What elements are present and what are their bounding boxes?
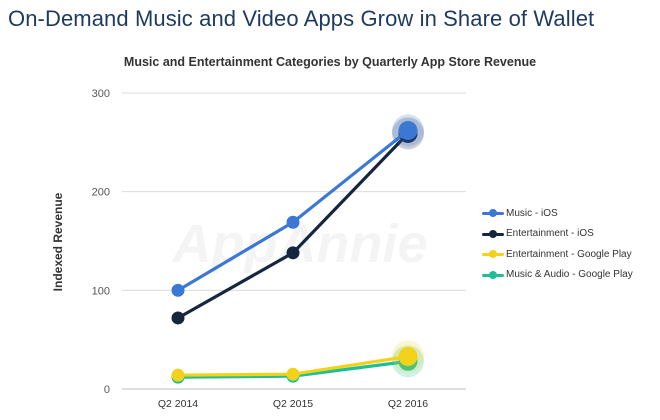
- data-point: [398, 346, 418, 366]
- legend-item: Music - iOS: [482, 203, 633, 224]
- data-point: [171, 283, 185, 297]
- legend-swatch: [482, 270, 504, 280]
- data-point: [286, 246, 300, 260]
- legend-item: Entertainment - iOS: [482, 224, 633, 245]
- legend-swatch: [482, 229, 504, 239]
- series-0: [171, 114, 424, 297]
- y-tick-label: 0: [104, 384, 110, 396]
- x-tick-label: Q2 2015: [273, 398, 313, 410]
- legend-label: Music & Audio - Google Play: [506, 269, 633, 281]
- legend-swatch: [482, 249, 504, 259]
- data-point: [398, 120, 418, 140]
- legend-item: Entertainment - Google Play: [482, 244, 633, 265]
- data-point: [171, 368, 185, 382]
- x-tick-label: Q2 2014: [158, 398, 198, 410]
- y-tick-label: 300: [92, 88, 110, 100]
- headline: On-Demand Music and Video Apps Grow in S…: [8, 6, 595, 31]
- data-point: [286, 215, 300, 229]
- data-point: [171, 311, 185, 325]
- legend-item: Music & Audio - Google Play: [482, 265, 633, 286]
- legend-label: Entertainment - iOS: [506, 228, 594, 240]
- x-tick-label: Q2 2016: [388, 398, 428, 410]
- legend-swatch: [482, 208, 504, 218]
- series-2: [171, 340, 424, 382]
- y-tick-label: 200: [92, 187, 110, 199]
- chart-legend: Music - iOS Entertainment - iOS Entertainm…: [482, 203, 633, 285]
- y-axis-label: Indexed Revenue: [51, 192, 65, 291]
- data-point: [286, 367, 300, 381]
- legend-label: Music - iOS: [506, 207, 558, 219]
- legend-label: Entertainment - Google Play: [506, 248, 632, 260]
- chart-title: Music and Entertainment Categories by Qu…: [124, 55, 536, 69]
- y-tick-label: 100: [92, 285, 110, 297]
